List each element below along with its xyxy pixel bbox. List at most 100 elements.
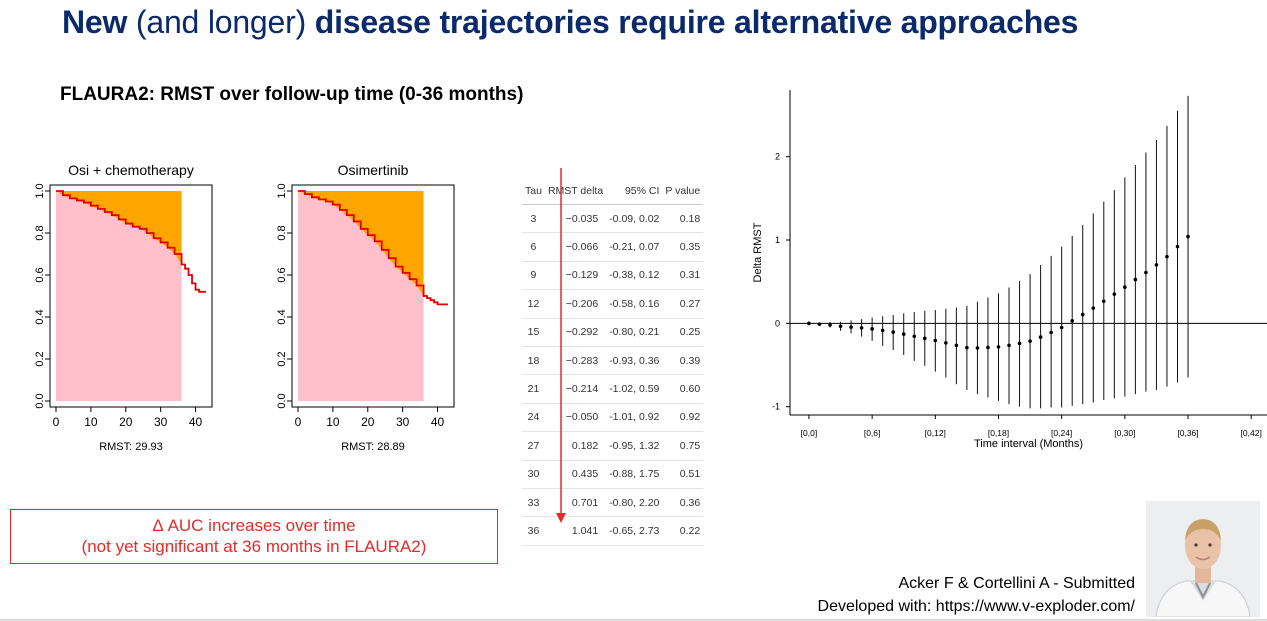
rmst-cell: 0.36 xyxy=(662,488,704,518)
rmst-table-header: Tau RMST delta 95% CI P value xyxy=(522,178,704,205)
rmst-cell: −0.050 xyxy=(544,403,607,433)
rmst-cell: 0.75 xyxy=(662,431,704,461)
rmst-cell: −0.206 xyxy=(544,289,607,319)
title-bold-part2: disease trajectories require alternative… xyxy=(314,4,1079,40)
rmst-col-header: P value xyxy=(662,178,704,205)
title-normal-part: (and longer) xyxy=(127,4,315,40)
delta-point xyxy=(901,332,906,336)
author-photo xyxy=(1146,501,1260,617)
rmst-cell: 9 xyxy=(522,261,545,291)
km-x-tick-label: 40 xyxy=(189,415,203,429)
rmst-table: Tau RMST delta 95% CI P value 3 −0.035 -0.09,… xyxy=(522,178,704,546)
delta-point xyxy=(849,325,853,329)
rmst-cell: 0.60 xyxy=(662,374,704,404)
rmst-table-body: 3 −0.035 -0.09, 0.02 0.18 6 −0.066 -0.21, 0.07… xyxy=(522,204,704,546)
km-y-tick-label: 0.0 xyxy=(276,393,288,408)
rmst-cell: 3 xyxy=(522,204,545,234)
rmst-cell: -0.80, 2.20 xyxy=(606,488,663,518)
table-row: 21 −0.214 -1.02, 0.59 0.60 xyxy=(522,374,704,404)
rmst-col-header: 95% CI xyxy=(606,178,663,205)
delta-point xyxy=(1028,339,1032,343)
rmst-cell: −0.066 xyxy=(544,232,607,262)
delta-y-tick-label: -1 xyxy=(772,402,780,412)
km-survival-curve xyxy=(298,190,448,306)
table-row: 18 −0.283 -0.93, 0.36 0.39 xyxy=(522,346,704,376)
slide-title: New (and longer) disease trajectories re… xyxy=(62,4,1078,41)
km-chart-osimertinib: Osimertinib 0 10 20 30 40 0.0 0.2 0.4 0.6 0.8 1.0 RM… xyxy=(276,162,455,453)
table-row: 33 0.701 -0.80, 2.20 0.36 xyxy=(522,488,704,518)
callout-box: Δ AUC increases over time (not yet signi… xyxy=(10,509,498,564)
rmst-cell: 0.39 xyxy=(662,346,704,376)
delta-x-tick-label: [0,30] xyxy=(1114,428,1135,438)
delta-point xyxy=(986,345,990,350)
delta-point xyxy=(870,327,874,331)
km-y-tick-label: 0.4 xyxy=(276,309,288,324)
rmst-cell: 0.92 xyxy=(662,403,704,433)
delta-point xyxy=(912,334,917,339)
delta-point xyxy=(922,336,927,341)
table-row: 27 0.182 -0.95, 1.32 0.75 xyxy=(522,431,704,461)
rmst-cell: 0.22 xyxy=(662,516,704,546)
delta-point xyxy=(1017,341,1022,346)
delta-point xyxy=(1049,330,1053,335)
table-row: 12 −0.206 -0.58, 0.16 0.27 xyxy=(522,289,704,319)
delta-point xyxy=(817,322,822,326)
km-y-tick-label: 0.6 xyxy=(34,267,46,282)
delta-x-tick-label: [0,24] xyxy=(1051,428,1072,438)
rmst-cell: 30 xyxy=(522,460,545,489)
person-icon xyxy=(1146,501,1260,617)
km-x-tick-label: 20 xyxy=(361,415,375,429)
time-arrow xyxy=(556,168,566,523)
km-auc-area xyxy=(298,191,424,401)
delta-point xyxy=(1007,343,1011,348)
rmst-cell: -0.21, 0.07 xyxy=(606,232,663,262)
km-survival-curve xyxy=(56,190,206,293)
delta-point xyxy=(1133,277,1138,282)
rmst-cell: -0.88, 1.75 xyxy=(606,460,663,489)
callout-line-2: (not yet significant at 36 months in FLA… xyxy=(81,537,427,556)
delta-x-tick-label: [0,6] xyxy=(864,428,881,438)
delta-rmst-chart: -1 0 1 2 [0,0] [0,6] [0,12] [0,18] [0,24] [0,30] [… xyxy=(752,90,1267,450)
rmst-cell: 24 xyxy=(522,403,545,433)
rmst-cell: 12 xyxy=(522,289,545,319)
km-y-tick-label: 1.0 xyxy=(276,183,288,198)
km-rmst-label: RMST: 28.89 xyxy=(341,441,405,453)
delta-point xyxy=(828,323,832,327)
km-y-tick-label: 0.0 xyxy=(34,393,46,408)
rmst-cell: 0.182 xyxy=(544,431,607,461)
delta-point xyxy=(933,338,938,343)
rmst-cell: 33 xyxy=(522,488,545,518)
rmst-cell: 1.041 xyxy=(544,516,607,546)
delta-point xyxy=(975,346,980,350)
delta-point xyxy=(1038,335,1043,339)
table-row: 9 −0.129 -0.38, 0.12 0.31 xyxy=(522,261,704,291)
km-x-tick-label: 20 xyxy=(119,415,133,429)
delta-x-tick-label: [0,36] xyxy=(1177,428,1198,438)
rmst-cell: −0.292 xyxy=(544,318,607,347)
km-x-tick-label: 0 xyxy=(53,415,60,429)
delta-point xyxy=(996,345,1001,349)
delta-point xyxy=(807,321,811,326)
bottom-divider xyxy=(0,619,1267,621)
rmst-cell: -0.80, 0.21 xyxy=(606,318,663,347)
delta-point xyxy=(1154,263,1159,267)
km-y-tick-label: 0.8 xyxy=(34,225,46,240)
rmst-cell: -0.58, 0.16 xyxy=(606,289,663,319)
delta-point xyxy=(1144,270,1148,275)
rmst-cell: -0.09, 0.02 xyxy=(606,204,663,234)
rmst-cell: -0.95, 1.32 xyxy=(606,431,663,461)
delta-point xyxy=(1080,312,1085,317)
rmst-cell: -0.65, 2.73 xyxy=(606,516,663,546)
delta-point xyxy=(965,345,969,350)
rmst-cell: -1.01, 0.92 xyxy=(606,403,663,433)
km-plot-frame xyxy=(49,184,213,408)
table-row: 30 0.435 -0.88, 1.75 0.51 xyxy=(522,460,704,489)
km-x-tick-label: 30 xyxy=(396,415,410,429)
delta-point xyxy=(1165,254,1169,259)
rmst-cell: 6 xyxy=(522,232,545,262)
rmst-cell: 0.27 xyxy=(662,289,704,319)
km-title: Osi + chemotherapy xyxy=(68,162,194,178)
rmst-cell: -0.38, 0.12 xyxy=(606,261,663,291)
rmst-cell: 36 xyxy=(522,516,545,546)
km-title: Osimertinib xyxy=(338,162,409,178)
